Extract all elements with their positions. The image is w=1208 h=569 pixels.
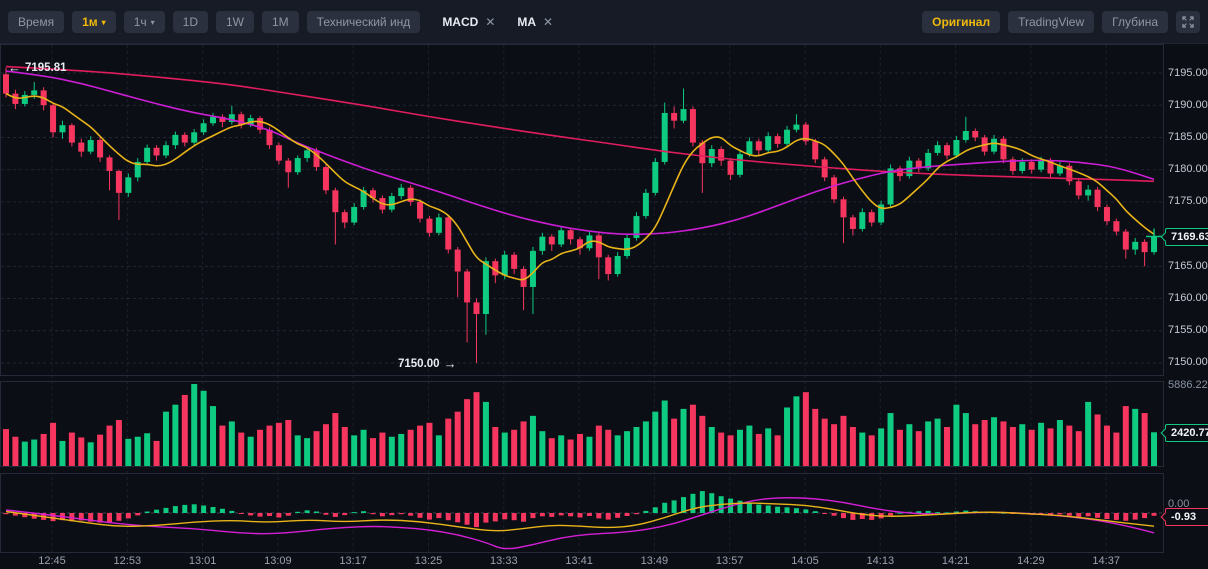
- toolbar-left: Время 1м ▾ 1ч ▾ 1D 1W 1M Технический инд…: [8, 10, 554, 33]
- indicator-chip-macd[interactable]: MACD ✕: [442, 14, 496, 29]
- interval-1w-button[interactable]: 1W: [215, 10, 254, 33]
- time-axis-label: 14:13: [866, 555, 895, 567]
- session-high-marker: ← 7195.81: [8, 60, 67, 75]
- ma-lines-layer: [5, 65, 1155, 281]
- close-icon[interactable]: ✕: [485, 14, 496, 29]
- time-axis-label: 13:25: [414, 555, 443, 567]
- interval-1m-dropdown[interactable]: 1м ▾: [72, 10, 116, 33]
- time-axis-label: 14:05: [791, 555, 819, 567]
- ma7-line: [5, 92, 1155, 281]
- time-axis-label: 14:29: [1017, 555, 1045, 567]
- ma99-line: [5, 65, 1155, 183]
- candles-layer: [3, 67, 1158, 363]
- time-axis-label: 13:41: [565, 555, 593, 567]
- fullscreen-button[interactable]: [1176, 10, 1200, 33]
- price-axis-label: 7155.00: [1168, 324, 1208, 337]
- price-axis-label: 7160.00: [1168, 292, 1208, 305]
- time-axis-label: 13:17: [339, 555, 367, 567]
- time-axis-label: 14:37: [1092, 555, 1120, 567]
- price-axis-label: 7185.00: [1168, 130, 1208, 143]
- price-axis-label: 7180.00: [1168, 163, 1208, 176]
- arrow-left-icon: ←: [8, 60, 21, 75]
- ma25-line: [5, 70, 1155, 236]
- time-axis-label: 13:33: [490, 555, 518, 567]
- price-axis-label: 7190.00: [1168, 98, 1208, 111]
- time-mode-button[interactable]: Время: [8, 10, 65, 33]
- time-axis-label: 13:01: [188, 555, 217, 567]
- interval-1d-button[interactable]: 1D: [172, 10, 208, 33]
- macd-histogram-layer: [3, 491, 1157, 528]
- depth-button[interactable]: Глубина: [1102, 10, 1168, 33]
- close-icon[interactable]: ✕: [543, 14, 554, 29]
- price-axis-label: 7165.00: [1168, 259, 1208, 272]
- pane-border: [0, 381, 1164, 467]
- volume-layer: [3, 384, 1158, 466]
- interval-1h-dropdown[interactable]: 1ч ▾: [123, 10, 165, 33]
- time-axis-label: 13:49: [640, 555, 669, 567]
- macd-dif-line: [5, 502, 1155, 532]
- interval-1mo-button[interactable]: 1M: [261, 10, 299, 33]
- time-axis-label: 14:21: [941, 555, 970, 567]
- macd-lines-layer: [5, 497, 1155, 550]
- price-axis-label: 7175.00: [1168, 195, 1208, 208]
- toolbar: Время 1м ▾ 1ч ▾ 1D 1W 1M Технический инд…: [0, 0, 1208, 44]
- session-low-marker: 7150.00 →: [398, 356, 457, 371]
- time-axis-label: 13:57: [715, 555, 744, 567]
- grid-layer: [1, 45, 1163, 552]
- time-axis-label: 13:09: [264, 555, 292, 567]
- chevron-down-icon: ▾: [101, 17, 106, 27]
- price-axis-label: 7195.00: [1168, 66, 1208, 79]
- last-price-badge: 7169.63: [1165, 228, 1208, 246]
- pane-border: [0, 44, 1164, 376]
- time-axis-label: 12:45: [38, 555, 66, 567]
- indicator-chip-ma[interactable]: MA ✕: [517, 14, 554, 29]
- expand-arrows-icon: [1182, 15, 1194, 28]
- macd-zero-label: 0.00: [1168, 498, 1190, 510]
- macd-value-badge: -0.93: [1165, 508, 1208, 526]
- chevron-down-icon: ▾: [150, 17, 155, 27]
- original-view-button[interactable]: Оригинал: [922, 10, 1001, 33]
- tradingview-button[interactable]: TradingView: [1008, 10, 1095, 33]
- arrow-right-icon: →: [443, 356, 457, 371]
- volume-scale-max-label: 5886.22: [1168, 379, 1208, 391]
- time-axis-label: 12:53: [113, 555, 142, 567]
- last-volume-badge: 2420.77: [1165, 424, 1208, 442]
- technical-indicator-button[interactable]: Технический инд: [306, 10, 421, 33]
- price-axis-label: 7150.00: [1168, 356, 1208, 369]
- toolbar-right: Оригинал TradingView Глубина: [922, 10, 1200, 33]
